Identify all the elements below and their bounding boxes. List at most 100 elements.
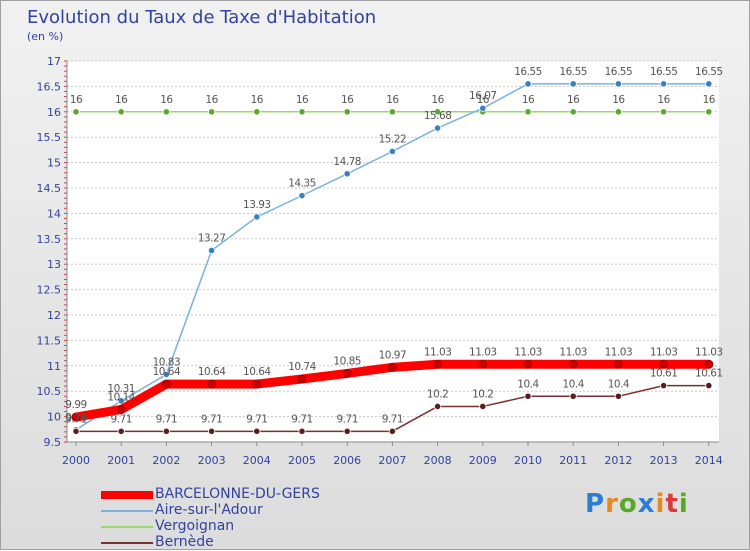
- data-label: 11.03: [559, 346, 587, 358]
- data-label: 9.99: [65, 399, 86, 411]
- data-label: 9.71: [382, 413, 403, 425]
- data-label: 9.71: [246, 413, 267, 425]
- data-label: 9.71: [156, 413, 177, 425]
- x-tick-label: 2000: [62, 454, 90, 467]
- data-point: [208, 246, 216, 255]
- data-point: [253, 213, 261, 221]
- y-tick-label: 12: [47, 309, 61, 322]
- data-label: 9.71: [111, 413, 132, 425]
- data-label: 15.22: [379, 133, 407, 145]
- data-point: [479, 104, 487, 112]
- data-label: 16: [70, 94, 83, 106]
- x-tick-label: 2004: [243, 454, 271, 467]
- data-label: 16: [703, 94, 716, 106]
- data-label: 10.97: [379, 349, 407, 361]
- data-label: 16.55: [559, 66, 587, 78]
- data-point: [298, 427, 306, 435]
- x-tick-label: 2011: [559, 454, 587, 467]
- data-label: 10.61: [650, 368, 678, 380]
- data-point: [524, 392, 532, 400]
- x-tick-label: 2012: [604, 454, 632, 467]
- data-label: 13.27: [198, 232, 226, 244]
- legend-swatch-aire: [101, 510, 153, 512]
- data-point: [297, 374, 307, 384]
- chart-title: Evolution du Taux de Taxe d'Habitation: [27, 7, 377, 28]
- data-point: [478, 359, 488, 369]
- data-point: [388, 108, 396, 116]
- data-label: 11.03: [695, 346, 723, 358]
- y-tick-label: 13.5: [37, 233, 62, 246]
- data-label: 10.83: [153, 356, 181, 368]
- data-point: [298, 108, 306, 116]
- data-label: 16: [296, 94, 309, 106]
- data-label: 10.61: [695, 368, 723, 380]
- data-label: 16: [477, 94, 490, 106]
- data-point: [569, 80, 577, 88]
- data-label: 11.03: [514, 346, 542, 358]
- data-label: 9.74: [65, 412, 87, 424]
- legend-label-barcelonne: BARCELONNE-DU-GERS: [155, 486, 320, 502]
- data-point: [252, 379, 262, 389]
- data-point: [388, 147, 396, 156]
- y-tick-label: 12.5: [37, 284, 62, 297]
- y-tick-label: 15.5: [37, 131, 62, 144]
- data-point: [524, 108, 532, 116]
- data-point: [71, 412, 81, 422]
- data-label: 11.03: [650, 346, 678, 358]
- data-point: [162, 370, 170, 379]
- data-point: [298, 192, 306, 200]
- legend-swatch-vergoignan: [101, 526, 153, 528]
- data-label: 9.71: [65, 413, 86, 425]
- x-tick-label: 2002: [152, 454, 180, 467]
- data-label: 16.55: [695, 66, 723, 78]
- y-tick-label: 10.5: [37, 385, 62, 398]
- y-tick-label: 14.5: [37, 182, 62, 195]
- data-point: [208, 108, 216, 116]
- x-tick-label: 2013: [650, 454, 678, 467]
- y-tick-label: 11.5: [37, 334, 62, 347]
- data-point: [343, 108, 351, 116]
- data-point: [117, 397, 125, 405]
- data-point: [253, 108, 261, 116]
- data-label: 10.4: [517, 378, 539, 390]
- data-label: 10.64: [153, 366, 181, 378]
- data-point: [433, 402, 442, 411]
- data-point: [116, 405, 126, 414]
- y-tick-label: 13: [47, 258, 61, 271]
- data-point: [568, 359, 578, 369]
- data-label: 13.93: [243, 199, 271, 211]
- data-point: [117, 427, 125, 435]
- data-label: 11.03: [469, 346, 497, 358]
- data-point: [161, 379, 171, 389]
- data-label: 16: [205, 94, 218, 106]
- data-point: [659, 382, 668, 390]
- y-tick-label: 17: [47, 55, 61, 68]
- data-label: 10.64: [243, 366, 271, 378]
- logo-letter: i: [655, 489, 666, 519]
- data-label: 10.85: [333, 355, 361, 367]
- data-point: [162, 108, 170, 116]
- data-label: 16: [341, 94, 354, 106]
- x-tick-label: 2006: [333, 454, 361, 467]
- data-label: 16.55: [514, 66, 542, 78]
- legend-swatch-bernede: [101, 542, 153, 544]
- data-point: [523, 359, 533, 369]
- data-label: 10.14: [107, 391, 135, 403]
- data-point: [705, 80, 713, 88]
- data-point: [388, 427, 396, 435]
- legend-label-aire: Aire-sur-l'Adour: [155, 502, 263, 518]
- proxiti-logo: Proxiti: [585, 489, 689, 519]
- y-tick-label: 15: [47, 157, 61, 170]
- data-label: 16: [160, 94, 173, 106]
- data-label: 10.2: [472, 388, 493, 400]
- x-tick-label: 2005: [288, 454, 316, 467]
- data-point: [614, 392, 623, 400]
- data-point: [117, 108, 125, 116]
- data-point: [704, 359, 714, 369]
- data-label: 9.71: [291, 413, 312, 425]
- logo-letter: r: [605, 489, 619, 519]
- data-point: [343, 170, 351, 178]
- x-tick-label: 2014: [695, 454, 723, 467]
- data-label: 9.71: [201, 413, 222, 425]
- unit-label: (en %): [27, 30, 64, 43]
